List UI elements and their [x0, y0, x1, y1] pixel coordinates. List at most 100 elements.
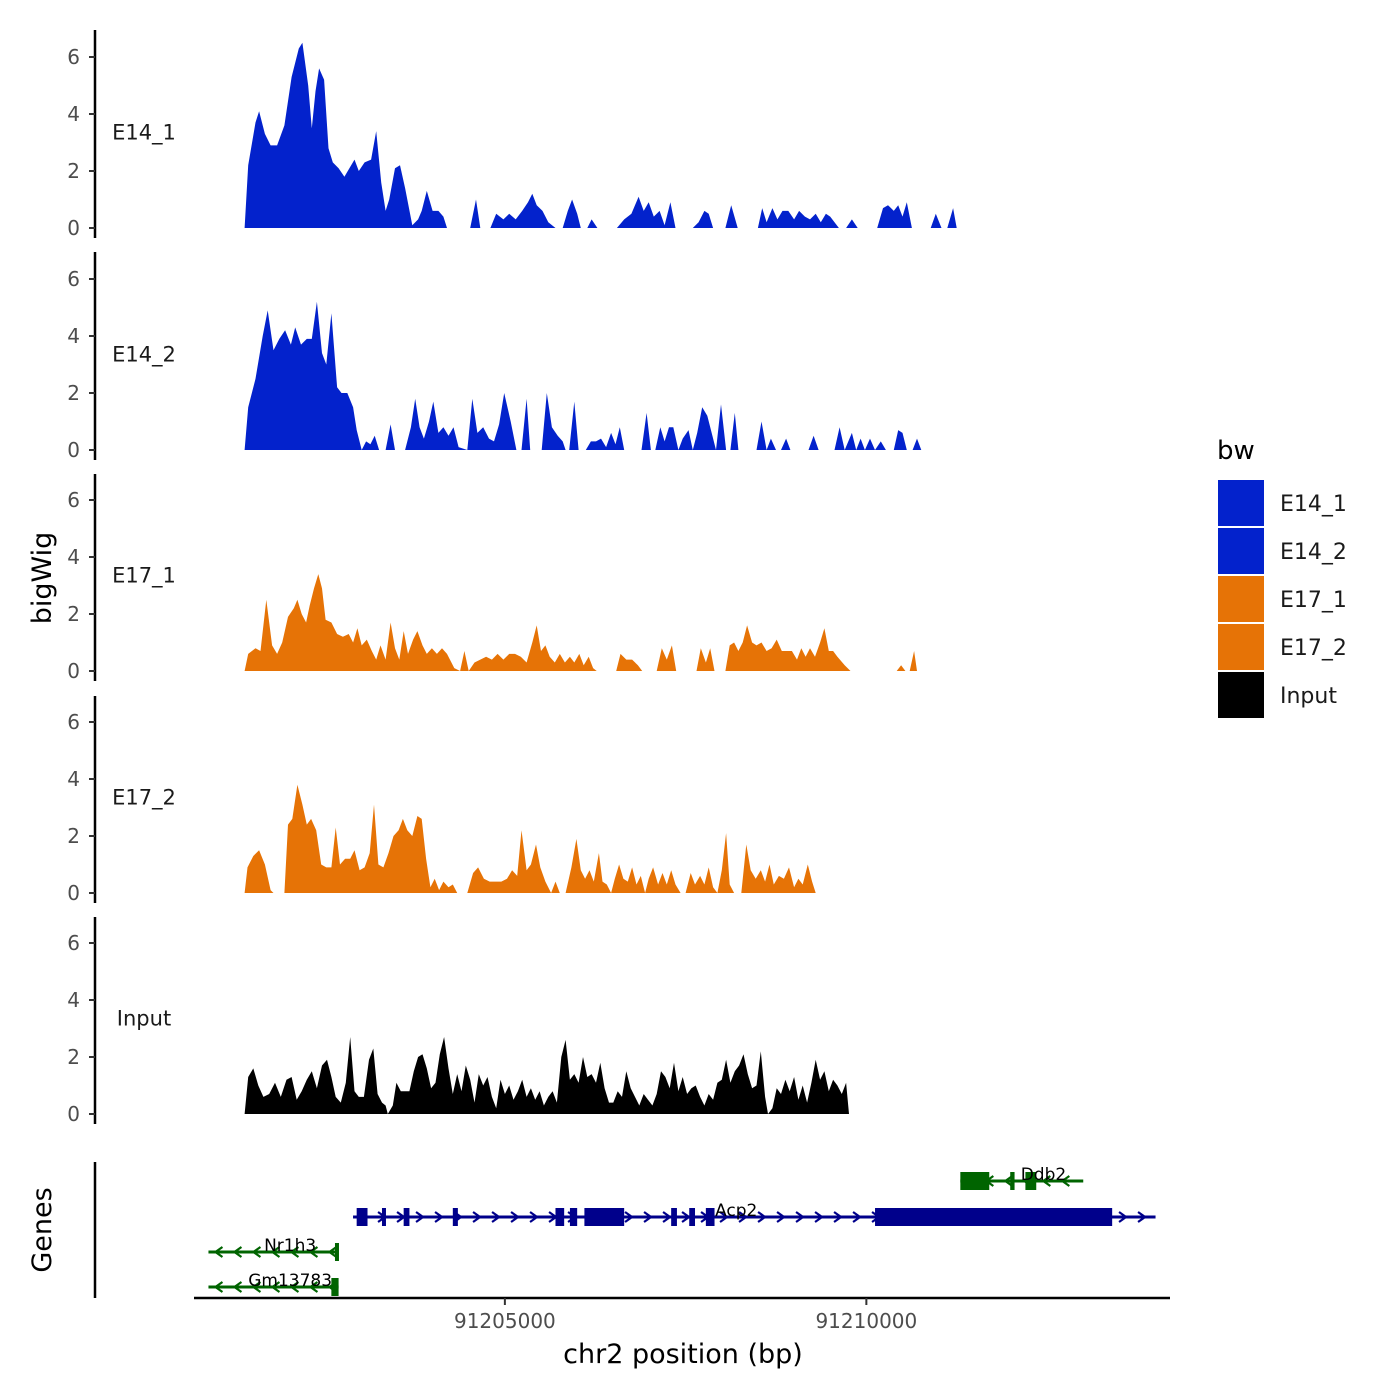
gene-exon [1010, 1172, 1015, 1190]
strand-arrow [1003, 1175, 1013, 1187]
y-tick-label: 4 [67, 102, 80, 126]
strand-arrow [213, 1246, 224, 1258]
strand-arrow [472, 1211, 482, 1223]
y-tick-label: 6 [67, 488, 80, 512]
gene-acp2: Acp2 [353, 1201, 1156, 1226]
strand-arrow [289, 1246, 300, 1258]
gene-exon [569, 1208, 578, 1226]
strand-arrow [662, 1211, 672, 1223]
strand-arrow [327, 1246, 338, 1258]
strand-arrow [434, 1211, 444, 1223]
gene-ddb2: Ddb2 [960, 1165, 1084, 1190]
strand-arrow [232, 1281, 243, 1293]
gene-nr1h3: Nr1h3 [208, 1236, 339, 1261]
gene-exon [331, 1278, 339, 1296]
y-tick-label: 2 [67, 159, 80, 183]
track-e14-2: 0 2 4 6 E14_2 [67, 252, 926, 462]
gene-exon [705, 1208, 715, 1226]
legend-label: E14_1 [1280, 492, 1347, 517]
strand-arrow [510, 1211, 520, 1223]
legend-label: E17_2 [1280, 636, 1347, 661]
strand-arrow [270, 1281, 281, 1293]
gene-exon [689, 1208, 696, 1226]
y-tick-label: 4 [67, 767, 80, 791]
y-tick-label: 2 [67, 602, 80, 626]
y-tick-label: 4 [67, 545, 80, 569]
gene-exon [381, 1208, 386, 1226]
strand-arrow [232, 1246, 243, 1258]
legend-swatch [1218, 624, 1264, 670]
track-label: E14_1 [112, 121, 176, 146]
strand-arrow [719, 1211, 729, 1223]
track-label: E17_2 [112, 786, 176, 811]
coverage-area [244, 301, 926, 450]
y-axis-title: bigWig [27, 532, 58, 625]
track-e17-2: 0 2 4 6 E17_2 [67, 696, 816, 905]
y-tick-label: 0 [67, 881, 80, 905]
strand-arrow [270, 1246, 281, 1258]
gene-models: Ddb2 Acp2 Nr1h3 Gm13783 [208, 1165, 1156, 1296]
strand-arrow [1137, 1211, 1147, 1223]
y-tick-label: 0 [67, 216, 80, 240]
strand-arrow [415, 1211, 425, 1223]
strand-arrow [852, 1211, 862, 1223]
strand-arrow [289, 1281, 300, 1293]
x-tick-label: 91205000 [454, 1309, 556, 1333]
strand-arrow [776, 1211, 786, 1223]
track-e17-1: 0 2 4 6 E17_1 [67, 474, 918, 683]
y-tick-label: 4 [67, 324, 80, 348]
gene-exon [584, 1208, 625, 1226]
track-label: E17_1 [112, 564, 176, 589]
strand-arrow [529, 1211, 539, 1223]
y-tick-label: 2 [67, 824, 80, 848]
gene-exon [403, 1208, 410, 1226]
strand-arrow [251, 1246, 262, 1258]
strand-arrow [681, 1211, 691, 1223]
gene-label: Ddb2 [1021, 1165, 1067, 1185]
strand-arrow [757, 1211, 767, 1223]
strand-arrow [795, 1211, 805, 1223]
strand-arrow [213, 1281, 224, 1293]
y-tick-label: 6 [67, 267, 80, 291]
strand-arrow [833, 1211, 843, 1223]
strand-arrow [624, 1211, 634, 1223]
legend-entries: E14_1 E14_2 E17_1 E17_2 Input [1218, 480, 1347, 718]
legend: bw E14_1 E14_2 E17_1 E17_2 Input [1217, 436, 1347, 718]
y-tick-label: 0 [67, 438, 80, 462]
gene-exon [1025, 1172, 1037, 1190]
legend-label: Input [1280, 684, 1337, 709]
y-tick-label: 2 [67, 1045, 80, 1069]
y-tick-label: 2 [67, 381, 80, 405]
track-label: E14_2 [112, 343, 176, 368]
gene-exon [555, 1208, 565, 1226]
gene-exon [671, 1208, 677, 1226]
strand-arrow [738, 1211, 748, 1223]
y-tick-label: 0 [67, 659, 80, 683]
genes-panel-title: Genes [27, 1187, 58, 1272]
legend-swatch [1218, 528, 1264, 574]
x-axis-title: chr2 position (bp) [563, 1339, 803, 1370]
coverage-area [244, 42, 957, 228]
strand-arrow [308, 1246, 319, 1258]
strand-arrow [308, 1281, 319, 1293]
y-tick-label: 6 [67, 45, 80, 69]
legend-swatch [1218, 480, 1264, 526]
y-tick-label: 6 [67, 710, 80, 734]
gene-exon [356, 1208, 368, 1226]
coverage-area [244, 1037, 850, 1114]
strand-arrow [1041, 1175, 1051, 1187]
x-tick-label: 91210000 [815, 1309, 917, 1333]
strand-arrow [814, 1211, 824, 1223]
gene-panel: 91205000 91210000 Ddb2 Acp2 Nr1h3 Gm13783 [93, 1162, 1170, 1333]
y-tick-label: 6 [67, 931, 80, 955]
strand-arrow [1060, 1175, 1070, 1187]
gene-exon [334, 1243, 339, 1261]
y-tick-label: 4 [67, 988, 80, 1012]
strand-arrow [1118, 1211, 1128, 1223]
coverage-area [244, 784, 816, 893]
y-tick-label: 0 [67, 1102, 80, 1126]
legend-swatch [1218, 672, 1264, 718]
gene-label: Gm13783 [248, 1271, 332, 1291]
gene-label: Acp2 [715, 1201, 757, 1221]
